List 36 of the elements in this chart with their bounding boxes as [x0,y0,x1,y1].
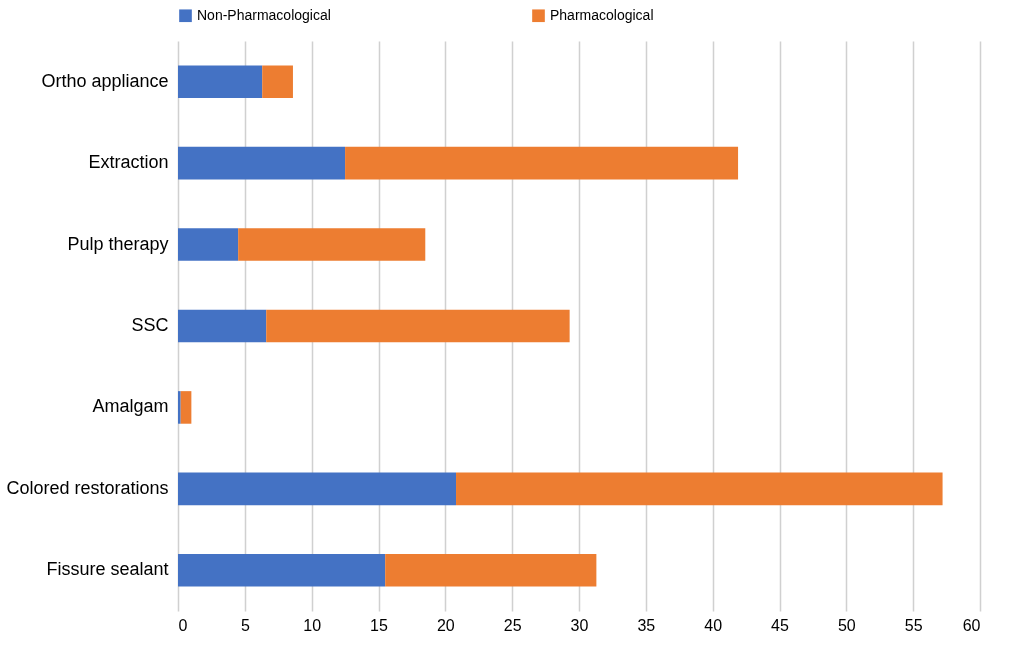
bar [238,228,426,261]
bar [262,65,293,98]
legend-label: Non-Pharmacological [197,6,331,23]
x-tick-label: 35 [637,616,656,634]
x-tick-label: 50 [837,616,856,634]
x-tick-label: 40 [704,616,723,634]
bar [178,391,181,424]
y-tick-label: Amalgam [92,396,169,417]
bar [345,146,739,180]
x-tick-label: 25 [503,616,522,634]
x-tick-label: 45 [771,616,789,634]
bar [178,228,239,261]
y-tick-label: Pulp therapy [67,233,169,254]
y-tick-label: Colored restorations [6,477,169,498]
bar [456,472,943,506]
legend-label: Pharmacological [550,6,654,23]
x-tick-label: 20 [436,616,455,634]
x-tick-label: 10 [303,616,322,634]
bar [178,65,263,98]
bar [385,554,597,587]
bar [178,309,267,343]
x-tick-label: 0 [178,616,188,634]
y-tick-label: SSC [131,315,169,335]
x-tick-label: 5 [240,616,250,634]
y-tick-label: Extraction [88,152,169,173]
bar [266,309,570,343]
y-tick-label: Fissure sealant [46,559,169,580]
x-tick-label: 30 [570,616,589,634]
y-tick-label: Ortho appliance [41,70,169,91]
x-tick-label: 60 [962,616,981,634]
bar [180,391,192,424]
bar [178,146,346,180]
bar [178,472,457,506]
x-tick-label: 55 [904,616,923,634]
bar [178,554,386,587]
x-tick-label: 15 [370,616,388,634]
